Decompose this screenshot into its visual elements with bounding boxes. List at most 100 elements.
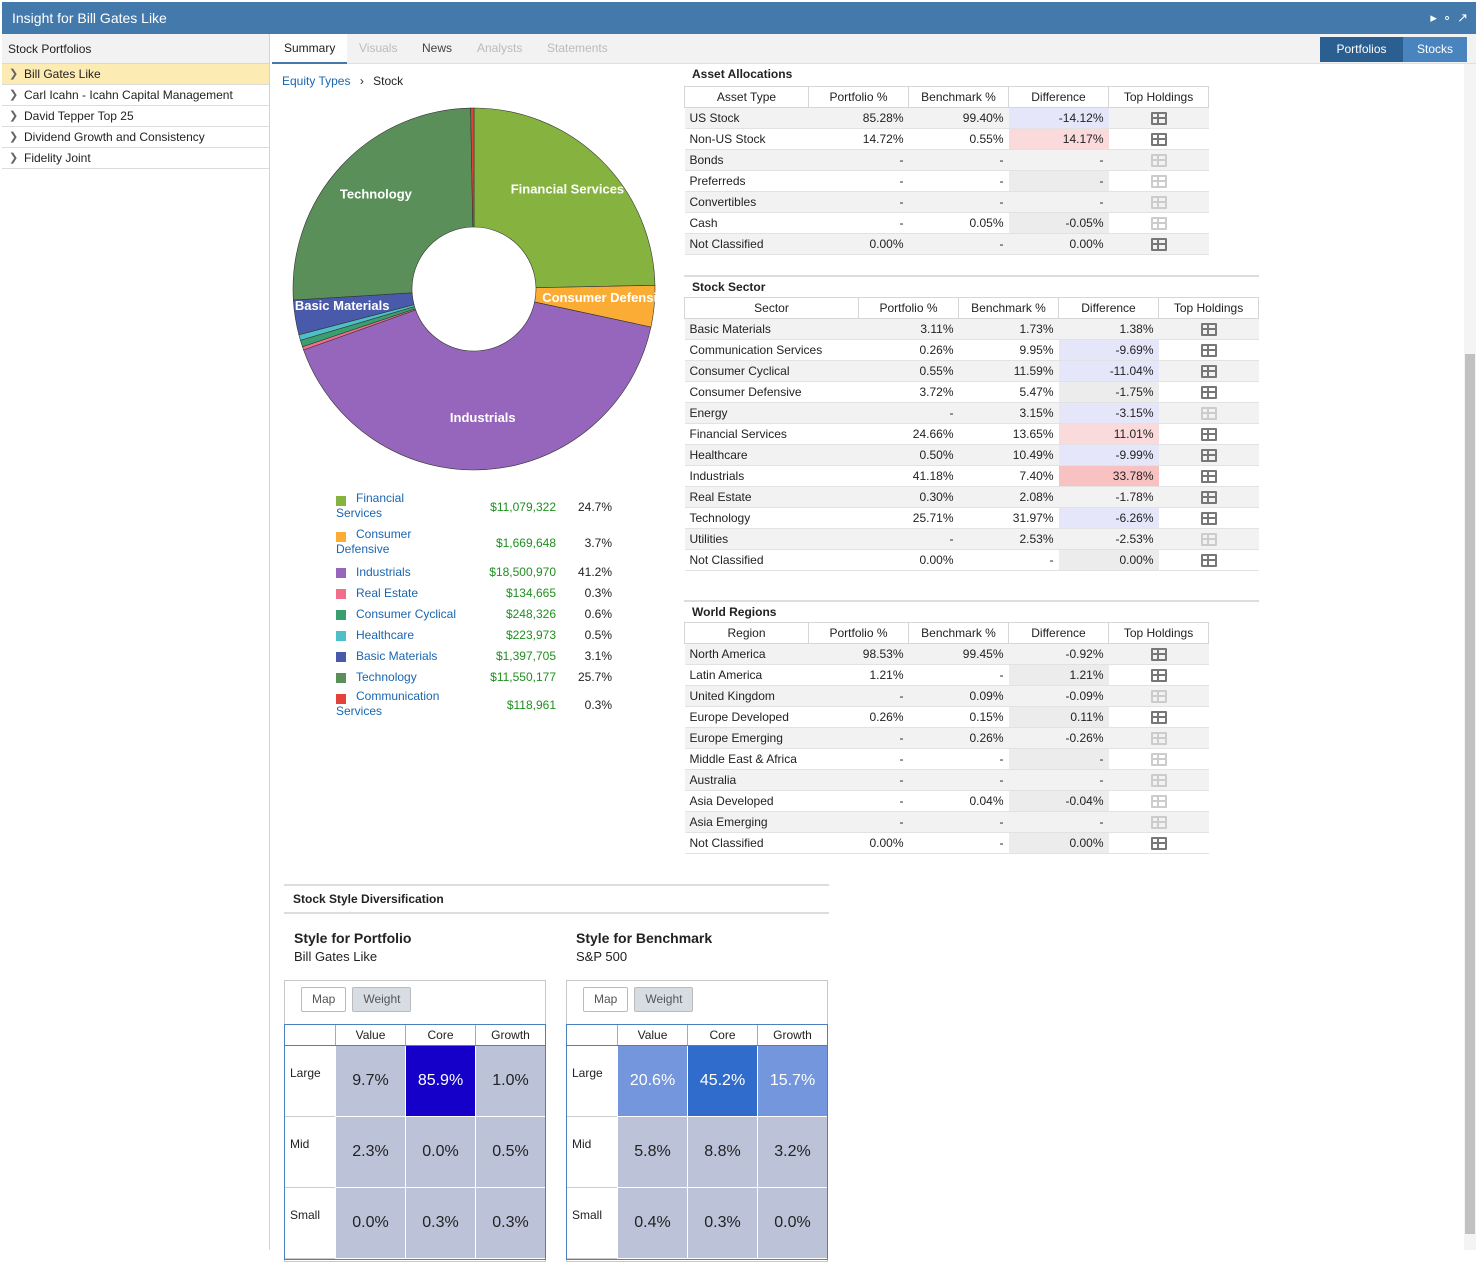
legend-item[interactable]: Financial Services $11,079,322 24.7% — [336, 491, 626, 527]
column-header[interactable]: Benchmark % — [908, 622, 1009, 644]
top-holdings-cell[interactable] — [1108, 191, 1209, 213]
column-header[interactable]: Portfolio % — [808, 86, 909, 108]
grid-icon[interactable] — [1150, 837, 1167, 851]
column-header[interactable]: Sector — [684, 297, 859, 319]
column-header[interactable]: Top Holdings — [1108, 86, 1209, 108]
top-holdings-cell[interactable] — [1108, 664, 1209, 686]
legend-label[interactable]: Communication Services — [336, 689, 440, 718]
donut-slice[interactable] — [470, 107, 475, 228]
grid-icon[interactable] — [1200, 512, 1217, 526]
column-header[interactable]: Difference — [1058, 297, 1159, 319]
legend-item[interactable]: Communication Services $118,961 0.3% — [336, 689, 626, 725]
table-row[interactable]: Industrials 41.18% 7.40% 33.78% — [684, 465, 1259, 487]
legend-label[interactable]: Consumer Cyclical — [356, 607, 457, 621]
legend-item[interactable]: Basic Materials $1,397,705 3.1% — [336, 647, 626, 668]
legend-item[interactable]: Real Estate $134,665 0.3% — [336, 584, 626, 605]
sector-donut-chart[interactable]: Financial Services Consumer Defensive Indu… — [292, 107, 656, 471]
table-row[interactable]: Basic Materials 3.11% 1.73% 1.38% — [684, 318, 1259, 340]
donut-slice[interactable] — [303, 301, 652, 471]
weight-button[interactable]: Weight — [634, 987, 694, 1012]
style-cell[interactable]: 0.3% — [687, 1188, 757, 1259]
table-row[interactable]: United Kingdom -0.09% -0.09% — [684, 685, 1209, 707]
top-holdings-cell[interactable] — [1158, 402, 1259, 424]
top-holdings-cell[interactable] — [1108, 706, 1209, 728]
style-cell[interactable]: 0.0% — [335, 1188, 405, 1259]
style-cell[interactable]: 0.3% — [405, 1188, 475, 1259]
style-cell[interactable]: 0.0% — [757, 1188, 827, 1259]
grid-icon[interactable] — [1200, 428, 1217, 442]
map-button[interactable]: Map — [301, 987, 347, 1012]
legend-item[interactable]: Healthcare $223,973 0.5% — [336, 626, 626, 647]
donut-slice[interactable] — [473, 107, 656, 289]
portfolio-item[interactable]: ❯ David Tepper Top 25 — [2, 106, 269, 127]
legend-item[interactable]: Consumer Defensive $1,669,648 3.7% — [336, 527, 626, 563]
legend-label[interactable]: Healthcare — [356, 628, 415, 642]
grid-icon[interactable] — [1200, 344, 1217, 358]
column-header[interactable]: Top Holdings — [1108, 622, 1209, 644]
play-icon[interactable]: ▸ — [1430, 10, 1437, 25]
tab-visuals[interactable]: Visuals — [359, 41, 398, 55]
portfolios-toggle[interactable]: Portfolios — [1320, 37, 1403, 62]
grid-icon[interactable] — [1200, 365, 1217, 379]
table-row[interactable]: Middle East & Africa - - - — [684, 748, 1209, 770]
table-row[interactable]: Latin America 1.21% -1.21% — [684, 664, 1209, 686]
table-row[interactable]: Consumer Cyclical 0.55% 11.59% -11.04% — [684, 360, 1259, 382]
scrollbar-thumb[interactable] — [1465, 354, 1475, 1234]
legend-item[interactable]: Consumer Cyclical $248,326 0.6% — [336, 605, 626, 626]
column-header[interactable]: Asset Type — [684, 86, 809, 108]
tab-statements[interactable]: Statements — [547, 41, 608, 55]
grid-icon[interactable] — [1200, 554, 1217, 568]
table-row[interactable]: Financial Services 24.66% 13.65% 11.01% — [684, 423, 1259, 445]
table-row[interactable]: Australia - - - — [684, 769, 1209, 791]
table-row[interactable]: Consumer Defensive 3.72% 5.47% -1.75% — [684, 381, 1259, 403]
top-holdings-cell[interactable] — [1158, 423, 1259, 445]
style-cell[interactable]: 0.4% — [617, 1188, 687, 1259]
table-row[interactable]: Real Estate 0.30% 2.08% -1.78% — [684, 486, 1259, 508]
top-holdings-cell[interactable] — [1108, 170, 1209, 192]
pop-out-icon[interactable]: ↗ — [1457, 10, 1468, 25]
top-holdings-cell[interactable] — [1108, 128, 1209, 150]
top-holdings-cell[interactable] — [1158, 486, 1259, 508]
top-holdings-cell[interactable] — [1158, 465, 1259, 487]
top-holdings-cell[interactable] — [1108, 643, 1209, 665]
table-row[interactable]: Asia Emerging - - - — [684, 811, 1209, 833]
legend-label[interactable]: Real Estate — [356, 586, 419, 600]
column-header[interactable]: Region — [684, 622, 809, 644]
legend-label[interactable]: Financial Services — [336, 491, 405, 520]
grid-icon[interactable] — [1200, 491, 1217, 505]
legend-item[interactable]: Industrials $18,500,970 41.2% — [336, 563, 626, 584]
grid-icon[interactable] — [1150, 648, 1167, 662]
top-holdings-cell[interactable] — [1158, 444, 1259, 466]
style-cell[interactable]: 15.7% — [757, 1046, 827, 1117]
top-holdings-cell[interactable] — [1158, 360, 1259, 382]
vertical-scrollbar[interactable] — [1464, 64, 1476, 1250]
table-row[interactable]: Europe Developed 0.26% 0.15% 0.11% — [684, 706, 1209, 728]
grid-icon[interactable] — [1150, 669, 1167, 683]
grid-icon[interactable] — [1200, 323, 1217, 337]
tab-news[interactable]: News — [422, 41, 453, 55]
table-row[interactable]: Not Classified 0.00% -0.00% — [684, 233, 1209, 255]
style-cell[interactable]: 85.9% — [405, 1046, 475, 1117]
top-holdings-cell[interactable] — [1108, 790, 1209, 812]
style-cell[interactable]: 2.3% — [335, 1117, 405, 1188]
top-holdings-cell[interactable] — [1108, 811, 1209, 833]
table-row[interactable]: North America 98.53% 99.45% -0.92% — [684, 643, 1209, 665]
table-row[interactable]: Europe Emerging -0.26% -0.26% — [684, 727, 1209, 749]
table-row[interactable]: Not Classified 0.00% -0.00% — [684, 832, 1209, 854]
table-row[interactable]: Preferreds - - - — [684, 170, 1209, 192]
top-holdings-cell[interactable] — [1108, 233, 1209, 255]
style-cell[interactable]: 8.8% — [687, 1117, 757, 1188]
column-header[interactable]: Benchmark % — [908, 86, 1009, 108]
top-holdings-cell[interactable] — [1108, 769, 1209, 791]
column-header[interactable]: Difference — [1008, 86, 1109, 108]
top-holdings-cell[interactable] — [1158, 381, 1259, 403]
donut-slice[interactable] — [292, 107, 474, 301]
top-holdings-cell[interactable] — [1108, 212, 1209, 234]
portfolio-item[interactable]: ❯ Dividend Growth and Consistency — [2, 127, 269, 148]
tab-summary[interactable]: Summary — [272, 34, 348, 64]
top-holdings-cell[interactable] — [1108, 748, 1209, 770]
top-holdings-cell[interactable] — [1158, 549, 1259, 571]
legend-label[interactable]: Basic Materials — [356, 649, 438, 663]
column-header[interactable]: Benchmark % — [958, 297, 1059, 319]
table-row[interactable]: Asia Developed -0.04% -0.04% — [684, 790, 1209, 812]
